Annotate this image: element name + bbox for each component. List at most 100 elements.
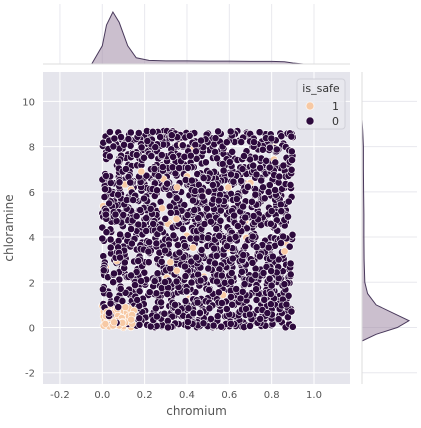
- y-tick-label: 8: [29, 143, 35, 154]
- point-unsafe: [187, 278, 196, 287]
- point-unsafe: [169, 152, 177, 161]
- point-unsafe: [211, 259, 219, 268]
- point-unsafe: [274, 315, 283, 324]
- point-unsafe: [255, 252, 264, 261]
- point-unsafe: [114, 190, 122, 199]
- point-unsafe: [178, 225, 187, 233]
- point-unsafe: [111, 210, 120, 219]
- point-unsafe: [213, 277, 221, 286]
- point-unsafe: [173, 241, 182, 249]
- point-unsafe: [280, 280, 289, 289]
- marginal-x-panel: [43, 4, 350, 65]
- point-unsafe: [219, 166, 228, 175]
- point-unsafe: [180, 262, 189, 271]
- point-unsafe: [242, 304, 250, 313]
- point-unsafe: [231, 232, 240, 241]
- point-unsafe: [239, 251, 248, 259]
- point-unsafe: [217, 271, 226, 280]
- point-unsafe: [266, 219, 275, 228]
- point-unsafe: [183, 318, 192, 326]
- point-unsafe: [174, 307, 182, 316]
- point-unsafe: [267, 134, 276, 143]
- point-unsafe: [264, 243, 273, 252]
- point-unsafe: [152, 289, 161, 298]
- point-unsafe: [149, 219, 158, 228]
- y-tick-label: -2: [25, 369, 35, 380]
- point-unsafe: [264, 188, 273, 196]
- point-unsafe: [204, 234, 212, 242]
- point-unsafe: [145, 238, 153, 247]
- point-unsafe: [206, 314, 215, 323]
- point-unsafe: [123, 231, 132, 239]
- point-unsafe: [279, 161, 288, 170]
- point-unsafe: [140, 194, 148, 203]
- point-unsafe: [193, 298, 202, 307]
- point-unsafe: [102, 210, 110, 219]
- point-unsafe: [282, 300, 291, 309]
- point-unsafe: [185, 131, 194, 140]
- point-unsafe: [151, 143, 160, 152]
- point-unsafe: [256, 314, 264, 323]
- point-unsafe: [205, 304, 214, 313]
- point-unsafe: [109, 142, 118, 151]
- point-unsafe: [203, 204, 211, 213]
- point-unsafe: [217, 322, 226, 331]
- point-unsafe: [117, 133, 125, 141]
- point-unsafe: [143, 137, 152, 145]
- point-unsafe: [157, 298, 165, 307]
- point-safe: [127, 315, 136, 324]
- point-unsafe: [212, 224, 221, 233]
- point-safe: [224, 183, 233, 192]
- point-unsafe: [232, 285, 241, 293]
- point-unsafe: [192, 253, 201, 262]
- point-unsafe: [114, 303, 123, 311]
- point-unsafe: [169, 231, 178, 240]
- point-unsafe: [114, 236, 123, 245]
- point-unsafe: [252, 295, 261, 304]
- point-unsafe: [228, 254, 237, 263]
- legend-marker: [305, 116, 315, 126]
- point-unsafe: [288, 322, 297, 331]
- point-unsafe: [216, 206, 225, 215]
- legend-title: is_safe: [302, 82, 340, 95]
- point-unsafe: [266, 300, 275, 309]
- point-safe: [189, 243, 197, 252]
- point-unsafe: [218, 160, 227, 168]
- point-unsafe: [180, 152, 189, 161]
- point-unsafe: [222, 138, 231, 147]
- point-unsafe: [101, 185, 109, 194]
- point-unsafe: [265, 274, 274, 283]
- point-unsafe: [106, 178, 115, 187]
- point-unsafe: [105, 290, 114, 299]
- point-unsafe: [240, 280, 249, 288]
- point-unsafe: [249, 212, 258, 220]
- point-unsafe: [265, 143, 274, 152]
- point-unsafe: [127, 239, 136, 248]
- point-unsafe: [255, 128, 264, 137]
- marginal-x-density-line: [91, 10, 304, 65]
- point-safe: [280, 247, 289, 256]
- legend-label: 1: [332, 100, 339, 113]
- point-unsafe: [212, 251, 221, 260]
- point-unsafe: [156, 133, 165, 141]
- point-unsafe: [157, 257, 166, 266]
- point-unsafe: [215, 231, 224, 240]
- point-safe: [158, 204, 167, 213]
- point-unsafe: [279, 232, 287, 241]
- point-unsafe: [116, 253, 124, 262]
- point-unsafe: [116, 284, 125, 293]
- point-unsafe: [126, 178, 135, 187]
- point-safe: [166, 258, 175, 267]
- point-unsafe: [106, 128, 114, 136]
- point-unsafe: [106, 235, 115, 244]
- point-unsafe: [167, 131, 176, 140]
- point-unsafe: [105, 152, 114, 161]
- point-unsafe: [252, 243, 261, 252]
- point-unsafe: [276, 239, 285, 247]
- point-unsafe: [140, 153, 148, 162]
- point-unsafe: [153, 269, 162, 278]
- point-unsafe: [226, 127, 235, 136]
- point-unsafe: [105, 199, 113, 208]
- point-unsafe: [287, 307, 296, 316]
- point-unsafe: [204, 187, 213, 196]
